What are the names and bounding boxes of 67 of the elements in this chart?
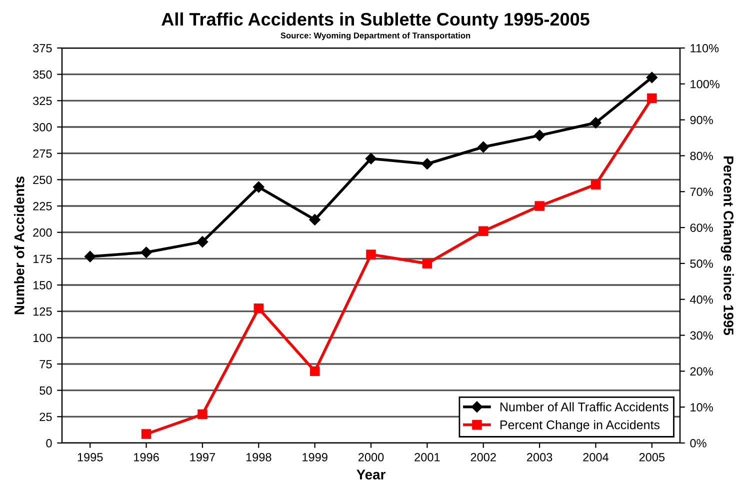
point — [590, 117, 602, 128]
point — [253, 181, 264, 193]
point — [198, 409, 208, 420]
y-tick-label: 375 — [33, 44, 52, 52]
x-tick-label: 2001 — [414, 453, 440, 462]
point — [590, 180, 601, 190]
point — [646, 72, 658, 84]
x-tick-label: 2000 — [358, 453, 384, 462]
x-tick-label: 1995 — [78, 453, 103, 462]
y-tick-label: 0 — [46, 439, 52, 448]
x-tick-label: 2003 — [527, 453, 552, 462]
legend-label: Number of All Traffic Accidents — [500, 402, 668, 412]
x-tick-label: 1998 — [246, 453, 272, 462]
y-tick-label: 175 — [33, 254, 52, 264]
point — [422, 158, 433, 170]
x-tick-label: 1996 — [134, 453, 159, 462]
point — [310, 366, 320, 376]
point — [478, 141, 489, 153]
y-axis-title: Number of Accidents — [14, 176, 24, 314]
y-tick-label: 125 — [33, 307, 52, 316]
y2-axis-title: Percent Change since 1995 — [720, 156, 734, 336]
y-tick-label: 150 — [33, 281, 52, 290]
point — [309, 214, 320, 226]
x-tick-label: 1999 — [302, 453, 328, 462]
point — [422, 258, 432, 268]
y2-tick-label: 20% — [690, 367, 713, 376]
y-tick-label: 325 — [33, 96, 52, 106]
legend-label: Percent Change in Accidents — [500, 420, 660, 432]
y-tick-label: 100 — [33, 334, 52, 342]
y-tick-label: 75 — [40, 360, 52, 368]
y2-tick-label: 30% — [690, 331, 713, 340]
point — [140, 246, 152, 258]
y2-tick-label: 10% — [690, 403, 713, 412]
y2-tick-label: 40% — [690, 295, 713, 304]
point — [84, 250, 96, 262]
y2-tick-label: 50% — [690, 259, 713, 268]
y2-tick-label: 110% — [690, 44, 719, 52]
y2-tick-label: 60% — [690, 224, 713, 232]
point — [647, 93, 657, 104]
point — [478, 226, 488, 236]
y2-tick-label: 100% — [690, 80, 720, 88]
x-tick-label: 2005 — [639, 453, 665, 462]
point — [254, 303, 264, 314]
x-tick-label: 2002 — [470, 453, 496, 462]
y2-tick-label: 90% — [690, 116, 713, 124]
y-tick-label: 275 — [33, 149, 52, 158]
y2-tick-label: 0% — [690, 439, 706, 448]
chart-title: All Traffic Accidents in Sublette County 1995-2005 — [162, 12, 590, 30]
point — [141, 429, 152, 439]
point — [534, 201, 544, 211]
y-tick-label: 300 — [33, 123, 52, 132]
y-tick-label: 225 — [33, 202, 52, 210]
y-tick-label: 200 — [33, 228, 52, 237]
y-tick-label: 25 — [40, 412, 52, 422]
x-tick-label: 1997 — [190, 453, 215, 462]
y2-tick-label: 70% — [690, 188, 713, 196]
source-note: Source: Wyoming Department of Transportation — [280, 32, 470, 40]
y-tick-label: 250 — [33, 176, 52, 184]
point — [196, 236, 208, 248]
y2-tick-label: 80% — [690, 152, 713, 160]
y-tick-label: 50 — [40, 386, 52, 395]
x-axis-title: Year — [356, 470, 386, 480]
point — [534, 130, 546, 142]
y-tick-label: 350 — [33, 70, 52, 79]
point — [365, 152, 377, 164]
point — [366, 250, 376, 260]
x-tick-label: 2004 — [583, 453, 609, 462]
